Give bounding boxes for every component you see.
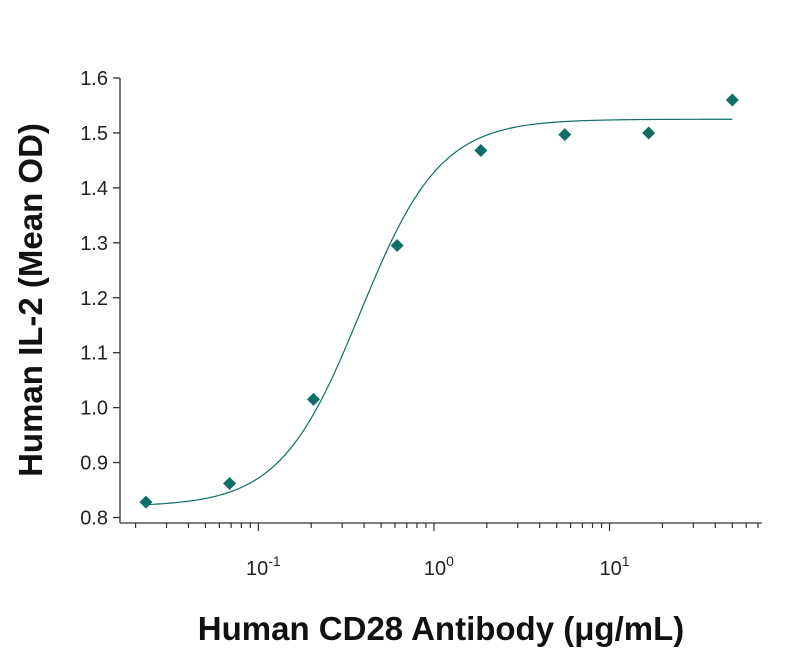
data-point xyxy=(390,239,404,253)
data-point xyxy=(725,93,739,107)
x-tick-label: 101 xyxy=(600,553,630,580)
fit-curve xyxy=(145,118,733,506)
data-point xyxy=(474,144,488,158)
x-axis-title: Human CD28 Antibody (μg/mL) xyxy=(198,610,684,647)
y-tick-label: 1.3 xyxy=(80,233,108,255)
x-tick-label: 100 xyxy=(424,553,454,580)
y-axis-ticks: 0.8 0.9 1.0 1.1 1.2 1.3 1.4 1.5 1.6 xyxy=(80,68,120,530)
data-point xyxy=(306,392,320,406)
y-tick-label: 1.6 xyxy=(80,68,108,90)
data-point xyxy=(223,476,237,490)
x-axis-ticks: 10-1 100 101 xyxy=(135,523,759,580)
data-point xyxy=(139,495,153,509)
x-tick-label: 10-1 xyxy=(246,553,281,580)
y-tick-label: 0.8 xyxy=(80,508,108,530)
data-point xyxy=(642,126,656,140)
y-tick-label: 1.4 xyxy=(80,178,108,200)
y-tick-label: 1.2 xyxy=(80,288,108,310)
data-points xyxy=(139,93,739,509)
y-axis-title: Human IL-2 (Mean OD) xyxy=(12,123,49,477)
y-tick-label: 0.9 xyxy=(80,453,108,475)
y-tick-label: 1.1 xyxy=(80,343,108,365)
y-tick-label: 1.0 xyxy=(80,398,108,420)
y-tick-label: 1.5 xyxy=(80,123,108,145)
axes xyxy=(119,78,762,524)
data-point xyxy=(558,128,572,142)
